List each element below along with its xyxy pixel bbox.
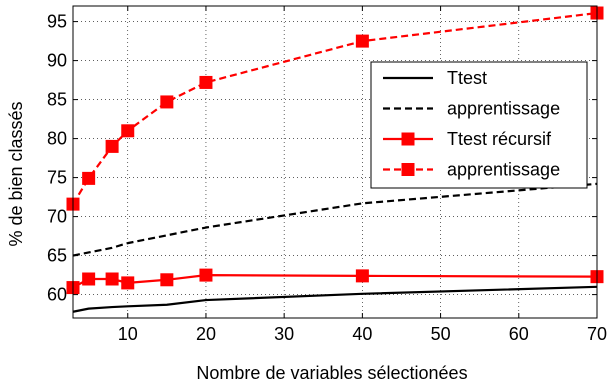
series-line xyxy=(72,182,598,257)
data-point xyxy=(105,272,119,286)
data-point xyxy=(199,75,213,89)
legend-label: Ttest récursif xyxy=(447,129,552,149)
plot-frame xyxy=(72,5,598,319)
x-tick-label: 60 xyxy=(509,324,529,344)
legend-label: apprentissage xyxy=(447,99,560,119)
legend-marker xyxy=(401,132,415,146)
x-tick-label: 40 xyxy=(352,324,372,344)
data-point xyxy=(199,268,213,282)
legend-label: Ttest xyxy=(447,68,487,88)
series-line xyxy=(72,285,598,313)
x-tick-label: 50 xyxy=(431,324,451,344)
series-lines xyxy=(66,6,604,313)
data-point xyxy=(160,273,174,287)
series-line xyxy=(72,274,598,289)
y-tick-label: 90 xyxy=(47,51,67,71)
data-point xyxy=(82,272,96,286)
y-tick-label: 70 xyxy=(47,207,67,227)
y-tick-label: 95 xyxy=(47,12,67,32)
y-tick-label: 60 xyxy=(47,285,67,305)
axes: 10 20 30 40 50 60 70 60 65 70 75 80 85 90 95 xyxy=(47,5,607,344)
data-point xyxy=(160,95,174,109)
y-tick-label: 75 xyxy=(47,168,67,188)
legend-label: apprentissage xyxy=(447,160,560,180)
y-tick-label: 65 xyxy=(47,246,67,266)
data-point xyxy=(121,124,135,138)
data-point xyxy=(355,34,369,48)
legend-marker xyxy=(401,163,415,176)
data-point xyxy=(82,171,96,185)
x-tick-label: 70 xyxy=(587,324,607,344)
y-tick-label: 80 xyxy=(47,129,67,149)
x-tick-label: 10 xyxy=(118,324,138,344)
y-tick-label: 85 xyxy=(47,90,67,110)
legend: Ttest apprentissage Ttest récursif apprenti… xyxy=(370,61,588,189)
x-tick-label: 30 xyxy=(274,324,294,344)
data-point xyxy=(105,139,119,153)
data-point xyxy=(355,269,369,283)
data-point xyxy=(121,276,135,290)
y-axis-label: % de bien classés xyxy=(6,101,26,246)
x-tick-label: 20 xyxy=(196,324,216,344)
x-axis-label: Nombre de variables sélectionées xyxy=(196,363,467,383)
